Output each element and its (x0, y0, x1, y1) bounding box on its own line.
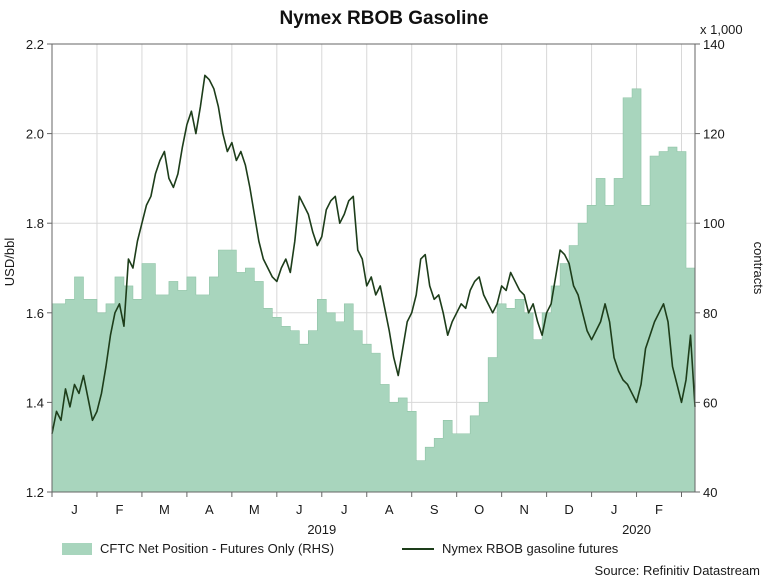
rbob-line-series (51, 74, 696, 434)
left-tick-label: 1.8 (26, 216, 44, 231)
left-tick-label: 2.2 (26, 37, 44, 52)
x-month-label: M (159, 502, 170, 517)
legend-area-swatch (62, 543, 92, 555)
plot-frame (51, 43, 696, 493)
legend: CFTC Net Position - Futures Only (RHS) N… (62, 541, 619, 556)
left-tick-label: 1.6 (26, 306, 44, 321)
right-tick-label: 100 (703, 216, 725, 231)
cftc-area-path (51, 88, 696, 493)
left-tick-label: 1.4 (26, 395, 44, 410)
x-year-label: 2019 (307, 522, 336, 537)
x-month-label: J (296, 502, 303, 517)
right-tick-label: 140 (703, 37, 725, 52)
source-note: Source: Refinitiv Datastream (595, 563, 760, 578)
right-tick-label: 40 (703, 485, 717, 500)
left-axis: 1.2 1.4 1.6 1.8 2.0 2.2 (26, 37, 52, 500)
right-axis-multiplier: x 1,000 (700, 22, 743, 37)
right-axis: 40 60 80 100 120 140 (695, 37, 725, 500)
x-month-label: D (564, 502, 573, 517)
x-axis: J F M A M J J A S O N D J F 2019 2020 (51, 492, 683, 537)
x-month-label: O (474, 502, 484, 517)
right-axis-title: contracts (751, 242, 766, 295)
x-month-label: A (385, 502, 394, 517)
x-month-label: F (115, 502, 123, 517)
x-month-label: S (430, 502, 439, 517)
right-tick-label: 120 (703, 127, 725, 142)
left-tick-label: 1.2 (26, 485, 44, 500)
rbob-line-path (51, 74, 696, 434)
left-axis-title: USD/bbl (2, 238, 17, 287)
right-tick-label: 80 (703, 306, 717, 321)
x-month-label: M (249, 502, 260, 517)
right-tick-label: 60 (703, 395, 717, 410)
x-month-label: A (205, 502, 214, 517)
x-month-label: F (655, 502, 663, 517)
x-month-label: J (611, 502, 618, 517)
legend-area-label: CFTC Net Position - Futures Only (RHS) (100, 541, 334, 556)
x-month-label: J (71, 502, 78, 517)
left-tick-label: 2.0 (26, 127, 44, 142)
x-month-label: J (341, 502, 348, 517)
x-month-label: N (519, 502, 528, 517)
chart-title: Nymex RBOB Gasoline (279, 8, 488, 29)
x-year-label: 2020 (622, 522, 651, 537)
legend-line-label: Nymex RBOB gasoline futures (442, 541, 619, 556)
cftc-area-series (51, 88, 696, 493)
